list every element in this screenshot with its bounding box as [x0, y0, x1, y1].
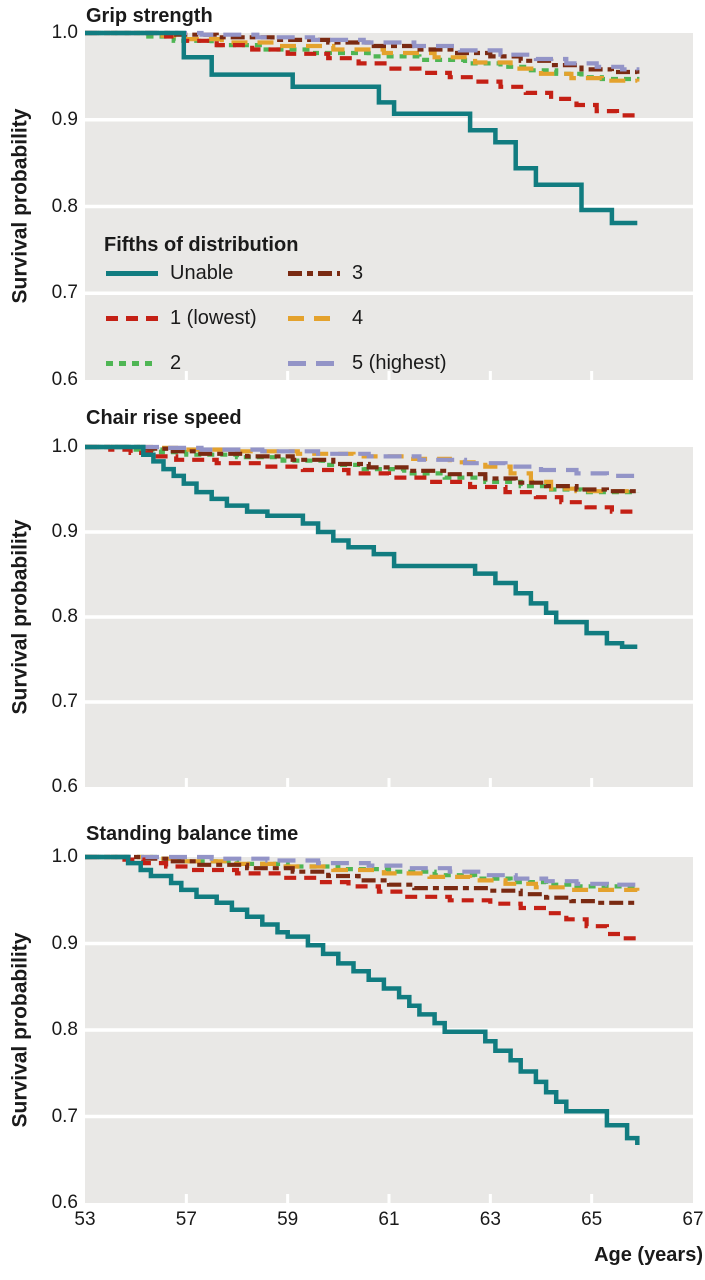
axis-tick-mark — [184, 1194, 188, 1203]
survival-curve-3 — [85, 444, 638, 494]
axis-tick-mark — [387, 778, 391, 787]
axis-tick-mark — [488, 1194, 492, 1203]
survival-curve-unable — [85, 444, 638, 650]
survival-curve-unable — [85, 854, 640, 1145]
axis-tick-mark — [184, 371, 188, 380]
survival-curve-5-highest- — [85, 444, 640, 478]
survival-curve-4 — [85, 854, 640, 892]
axis-tick-mark — [286, 1194, 290, 1203]
axis-tick-mark — [590, 1194, 594, 1203]
axis-tick-mark — [387, 371, 391, 380]
axis-tick-mark — [488, 778, 492, 787]
survival-curve-unable — [85, 30, 638, 226]
survival-curve-5-highest- — [85, 30, 640, 72]
axis-tick-mark — [286, 371, 290, 380]
survival-curve-4 — [85, 30, 640, 83]
axis-tick-mark — [286, 778, 290, 787]
survival-curve-1-lowest- — [85, 30, 640, 118]
survival-curve-5-highest- — [85, 854, 640, 887]
axis-tick-mark — [488, 371, 492, 380]
survival-curve-1-lowest- — [85, 854, 640, 941]
axis-tick-mark — [184, 778, 188, 787]
axis-tick-mark — [387, 1194, 391, 1203]
survival-curve-3 — [85, 30, 640, 75]
survival-curve-1-lowest- — [85, 444, 640, 514]
axis-tick-mark — [590, 778, 594, 787]
survival-curve-3 — [85, 854, 638, 905]
axis-tick-mark — [590, 371, 594, 380]
